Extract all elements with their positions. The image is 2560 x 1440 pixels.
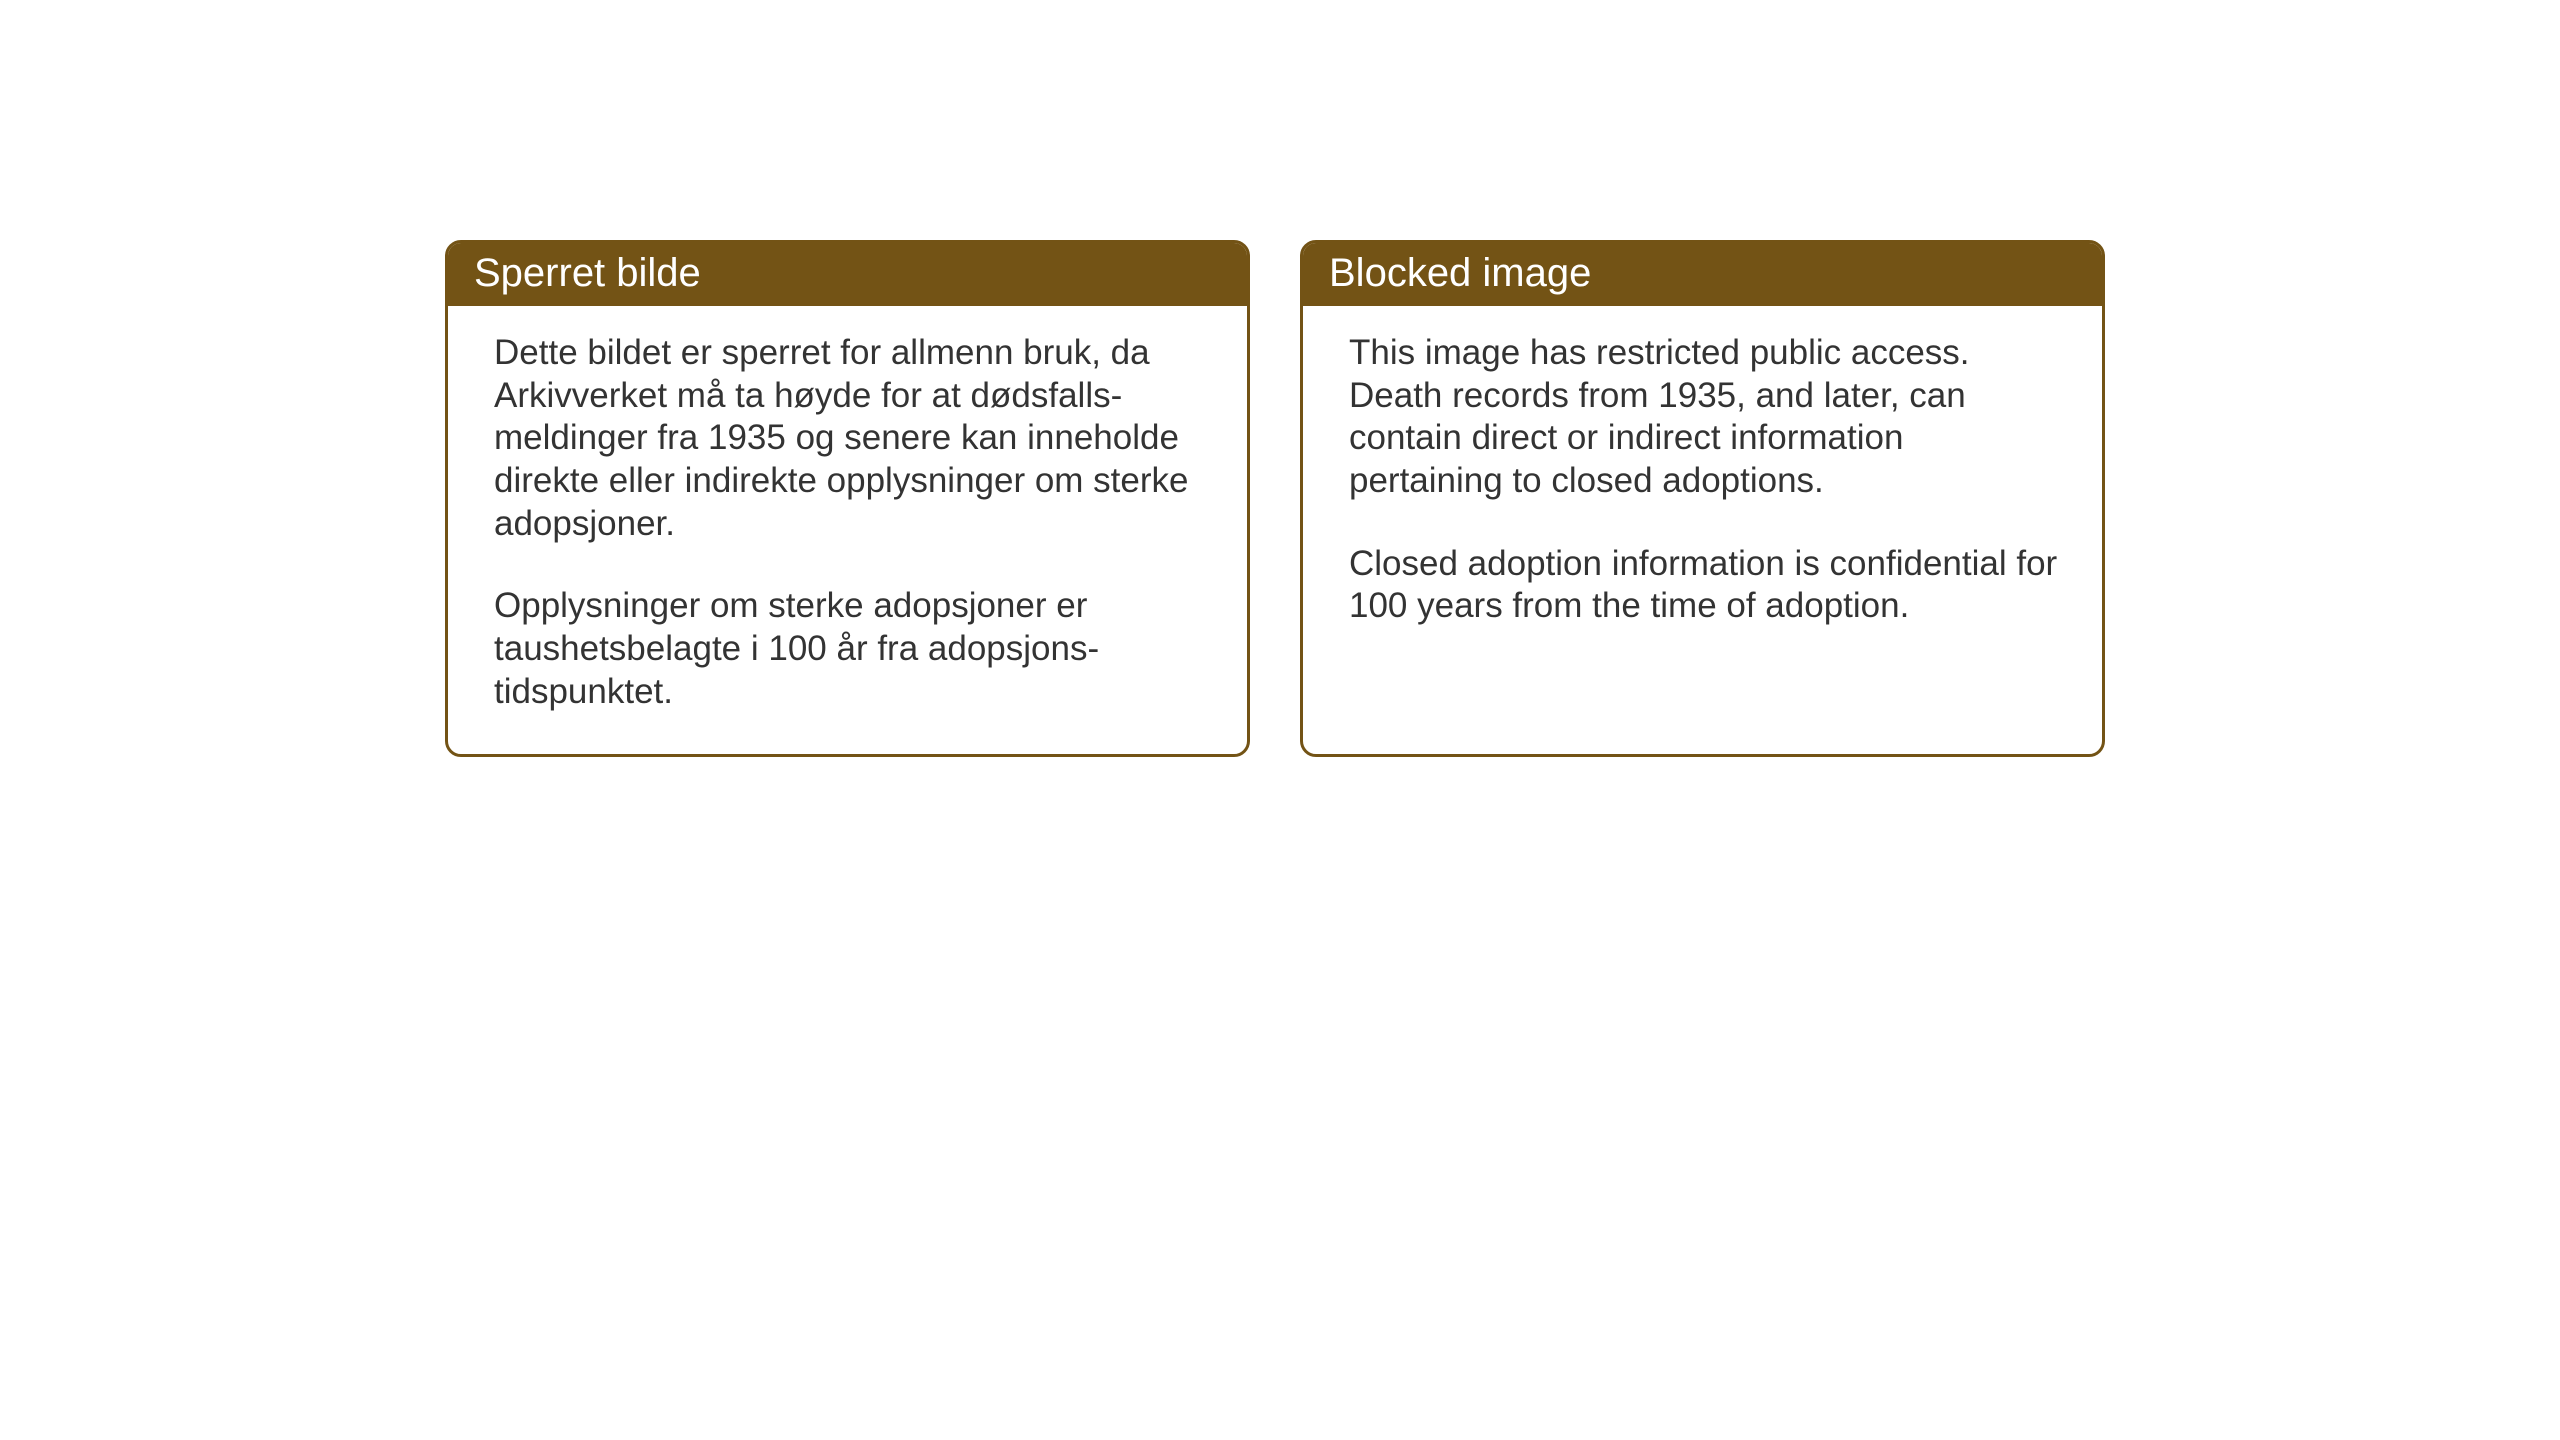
notice-container: Sperret bilde Dette bildet er sperret fo… [445, 240, 2105, 757]
paragraph-1-english: This image has restricted public access.… [1349, 332, 2062, 503]
paragraph-1-norwegian: Dette bildet er sperret for allmenn bruk… [494, 332, 1207, 545]
notice-card-english: Blocked image This image has restricted … [1300, 240, 2105, 757]
card-header-norwegian: Sperret bilde [448, 243, 1247, 306]
notice-card-norwegian: Sperret bilde Dette bildet er sperret fo… [445, 240, 1250, 757]
card-title-english: Blocked image [1329, 251, 2076, 296]
paragraph-2-norwegian: Opplysninger om sterke adopsjoner er tau… [494, 585, 1207, 713]
card-header-english: Blocked image [1303, 243, 2102, 306]
card-body-english: This image has restricted public access.… [1303, 306, 2102, 726]
body-text-norwegian: Dette bildet er sperret for allmenn bruk… [494, 332, 1207, 714]
card-title-norwegian: Sperret bilde [474, 251, 1221, 296]
body-text-english: This image has restricted public access.… [1349, 332, 2062, 628]
card-body-norwegian: Dette bildet er sperret for allmenn bruk… [448, 306, 1247, 754]
paragraph-2-english: Closed adoption information is confident… [1349, 543, 2062, 628]
